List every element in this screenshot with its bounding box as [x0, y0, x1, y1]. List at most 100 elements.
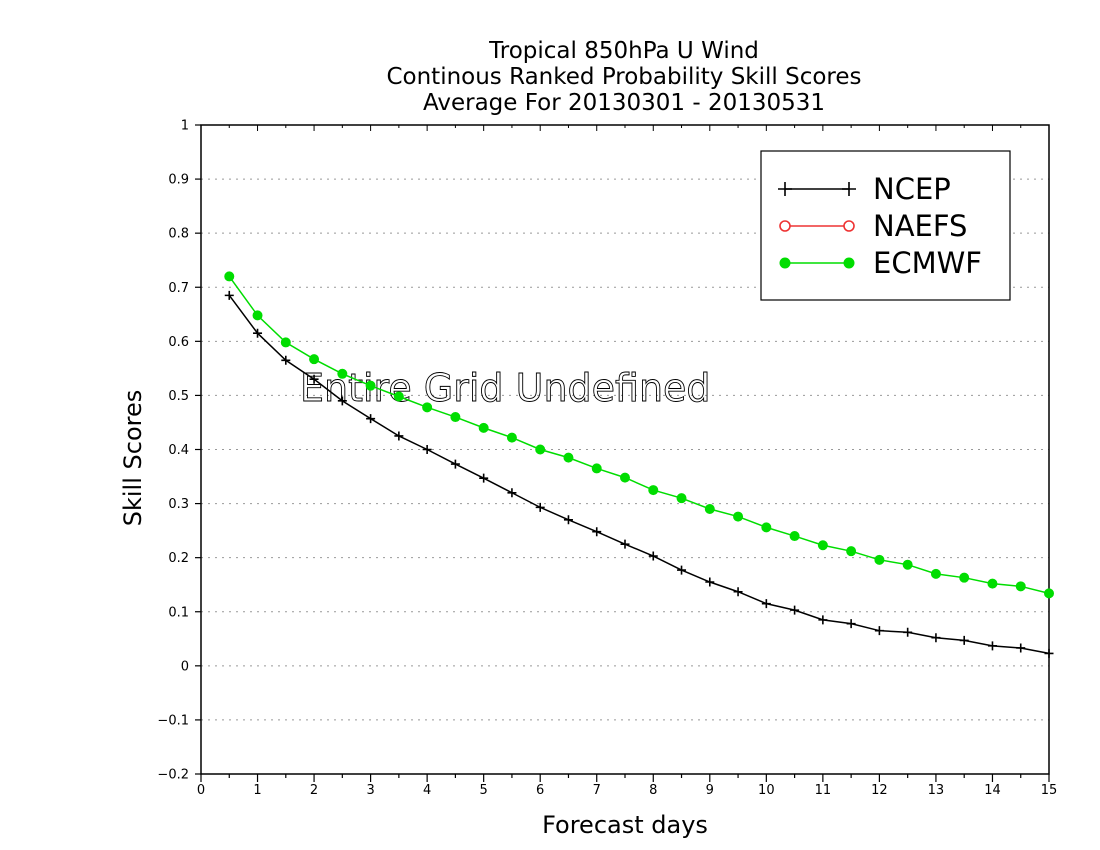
y-tick-label: 0.5 [168, 389, 189, 404]
chart-title: Tropical 850hPa U Wind Continous Ranked … [386, 38, 861, 116]
data-point [1044, 588, 1054, 599]
data-point [789, 531, 800, 542]
data-point [648, 551, 658, 561]
y-tick-label: 0.6 [168, 335, 189, 350]
series-line [228, 275, 1050, 595]
data-point [478, 422, 489, 433]
data-point [761, 522, 772, 533]
grid [201, 178, 1049, 721]
x-axis-label: Forecast days [542, 811, 708, 839]
data-point [393, 391, 404, 402]
y-tick-label: 0.7 [168, 281, 189, 296]
data-point [846, 619, 856, 629]
data-point [843, 257, 855, 269]
data-point [677, 565, 687, 575]
data-point [987, 578, 998, 589]
x-tick-label: 11 [815, 783, 832, 798]
x-axis: 0 1 2 3 4 5 6 7 8 9 10 11 12 13 14 15 [197, 125, 1057, 798]
x-tick-label: 1 [253, 783, 261, 798]
x-tick-label: 13 [928, 783, 945, 798]
data-point [366, 414, 376, 424]
y-tick-label: −0.1 [157, 713, 189, 728]
x-tick-label: 0 [197, 783, 205, 798]
data-point [846, 546, 857, 557]
data-point [779, 257, 791, 269]
data-point [506, 432, 517, 443]
data-point [843, 220, 855, 232]
x-tick-label: 4 [423, 783, 431, 798]
x-tick-label: 9 [706, 783, 714, 798]
y-tick-label: 0.2 [168, 551, 189, 566]
undefined-grid-annotation: Entire Grid Undefined [300, 366, 711, 410]
data-point [507, 488, 517, 498]
title-line-1: Tropical 850hPa U Wind [488, 38, 759, 64]
data-point [535, 502, 545, 512]
x-tick-label: 2 [310, 783, 318, 798]
data-point [817, 540, 828, 551]
data-point [450, 412, 461, 423]
data-point [676, 493, 687, 504]
x-tick-label: 3 [366, 783, 374, 798]
data-point [733, 587, 743, 597]
series-ncep [224, 290, 1054, 658]
data-point [778, 182, 792, 196]
data-point [394, 431, 404, 441]
data-point [1015, 581, 1026, 592]
y-tick-label: 0.3 [168, 497, 189, 512]
data-point [620, 539, 630, 549]
x-tick-label: 15 [1041, 783, 1058, 798]
series-line [228, 294, 1050, 655]
data-point [252, 310, 263, 321]
data-point [563, 515, 573, 525]
data-point [563, 452, 574, 463]
data-point [224, 271, 235, 282]
data-point [337, 368, 348, 379]
y-tick-label: 1 [181, 119, 189, 134]
x-tick-label: 14 [984, 783, 1001, 798]
y-axis: −0.2 −0.1 0 0.1 0.2 0.3 0.4 0.5 0.6 0.7 0.8 0.9 1 [157, 119, 201, 783]
x-tick-label: 5 [480, 783, 488, 798]
data-point [620, 472, 630, 483]
data-point [874, 626, 884, 636]
y-axis-label: Skill Scores [119, 390, 147, 527]
legend-label: NCEP [873, 172, 951, 206]
data-point [959, 572, 970, 583]
data-point [224, 290, 234, 300]
data-point [779, 220, 791, 232]
data-point [422, 445, 432, 454]
data-point [790, 605, 800, 615]
data-point [903, 627, 913, 637]
data-point [874, 554, 885, 565]
x-tick-label: 6 [536, 783, 544, 798]
data-point [280, 337, 291, 348]
data-point [931, 633, 941, 643]
data-point [592, 527, 602, 537]
y-tick-label: 0.9 [168, 173, 189, 188]
y-tick-label: 0 [181, 659, 189, 674]
data-point [1016, 643, 1026, 653]
data-point [309, 354, 320, 365]
data-point [450, 459, 460, 469]
data-point [704, 503, 715, 514]
legend-item-ecmwf: ECMWF [779, 246, 982, 280]
legend-label: NAEFS [873, 209, 967, 243]
data-point [253, 328, 263, 338]
data-point [902, 559, 913, 570]
data-point [1044, 648, 1054, 658]
legend-label: ECMWF [873, 246, 982, 280]
data-point [281, 355, 291, 365]
data-point [842, 182, 856, 196]
legend-item-ncep: NCEP [778, 172, 951, 206]
y-tick-label: 0.8 [168, 227, 189, 242]
data-point [479, 473, 489, 483]
data-point [591, 463, 602, 474]
data-point [733, 511, 744, 522]
x-tick-label: 7 [593, 783, 601, 798]
title-line-3: Average For 20130301 - 20130531 [423, 90, 825, 116]
x-tick-label: 12 [871, 783, 888, 798]
series-ecmwf [224, 271, 1054, 599]
data-point [648, 485, 659, 496]
title-line-2: Continous Ranked Probability Skill Score… [386, 64, 861, 90]
